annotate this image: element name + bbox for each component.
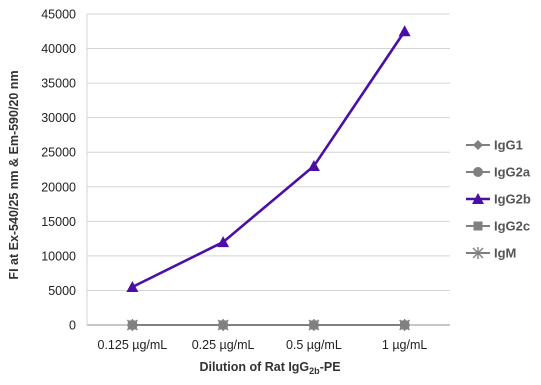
- legend-item-igg1: IgG1: [466, 138, 523, 153]
- series-igm: [126, 319, 411, 331]
- x-tick-labels: 0.125 µg/mL 0.25 µg/mL 0.5 µg/mL 1 µg/mL: [98, 338, 428, 352]
- x-axis-title: Dilution of Rat IgG2b-PE: [199, 360, 340, 376]
- x-axis-title-suffix: -PE: [320, 360, 341, 374]
- y-tick-labels: 0 5000 10000 15000 20000 25000 30000 35000 40000…: [41, 8, 76, 333]
- x-tick-label-3: 1 µg/mL: [382, 338, 427, 352]
- point-igm-0: [126, 319, 138, 331]
- y-tick-label-0: 0: [69, 319, 76, 333]
- point-igm-3: [399, 319, 411, 331]
- x-tick-label-1: 0.25 µg/mL: [192, 338, 255, 352]
- legend-label-igm: IgM: [494, 246, 516, 261]
- legend-marker-igg1: [473, 140, 483, 150]
- x-axis-title-main: Dilution of Rat IgG: [199, 360, 309, 374]
- series-line-igg2b: [131, 30, 406, 289]
- legend-marker-igg2b: [472, 193, 484, 204]
- x-axis-title-sub: 2b: [309, 366, 320, 376]
- legend-item-igg2c: IgG2c: [466, 219, 530, 234]
- axes: [86, 14, 450, 326]
- legend-item-igg2a: IgG2a: [466, 165, 531, 180]
- y-tick-label-1: 5000: [48, 284, 76, 298]
- legend-label-igg2a: IgG2a: [494, 165, 531, 180]
- y-tick-label-9: 45000: [41, 8, 76, 22]
- legend-marker-igm: [472, 247, 484, 259]
- legend-label-igg2b: IgG2b: [494, 192, 531, 207]
- legend-label-igg1: IgG1: [494, 138, 523, 153]
- x-tick-label-2: 0.5 µg/mL: [286, 338, 342, 352]
- legend-item-igm: IgM: [466, 246, 516, 261]
- y-tick-label-5: 25000: [41, 146, 76, 160]
- legend-marker-igg2c: [473, 221, 483, 231]
- series-group: [126, 25, 411, 331]
- legend-label-igg2c: IgG2c: [494, 219, 530, 234]
- legend: IgG1 IgG2a IgG2b IgG2c IgM: [466, 138, 531, 261]
- legend-marker-igg2a: [473, 167, 483, 177]
- y-tick-label-8: 40000: [41, 42, 76, 56]
- legend-item-igg2b: IgG2b: [466, 192, 531, 207]
- y-tick-label-3: 15000: [41, 215, 76, 229]
- point-igg2b-3: [398, 25, 411, 37]
- y-tick-label-7: 35000: [41, 77, 76, 91]
- y-axis-title: FI at Ex-540/25 nm & Em-590/20 nm: [7, 70, 21, 279]
- y-tick-label-2: 10000: [41, 249, 76, 263]
- y-tick-label-4: 20000: [41, 180, 76, 194]
- point-igg2b-2: [307, 160, 320, 172]
- point-igg2b-0: [126, 280, 139, 292]
- point-igm-2: [308, 319, 320, 331]
- grid-lines: [87, 13, 450, 291]
- y-tick-label-6: 30000: [41, 111, 76, 125]
- point-igg2b-1: [217, 236, 230, 248]
- point-igm-1: [217, 319, 229, 331]
- x-tick-label-0: 0.125 µg/mL: [98, 338, 168, 352]
- series-igg2b: [126, 25, 411, 292]
